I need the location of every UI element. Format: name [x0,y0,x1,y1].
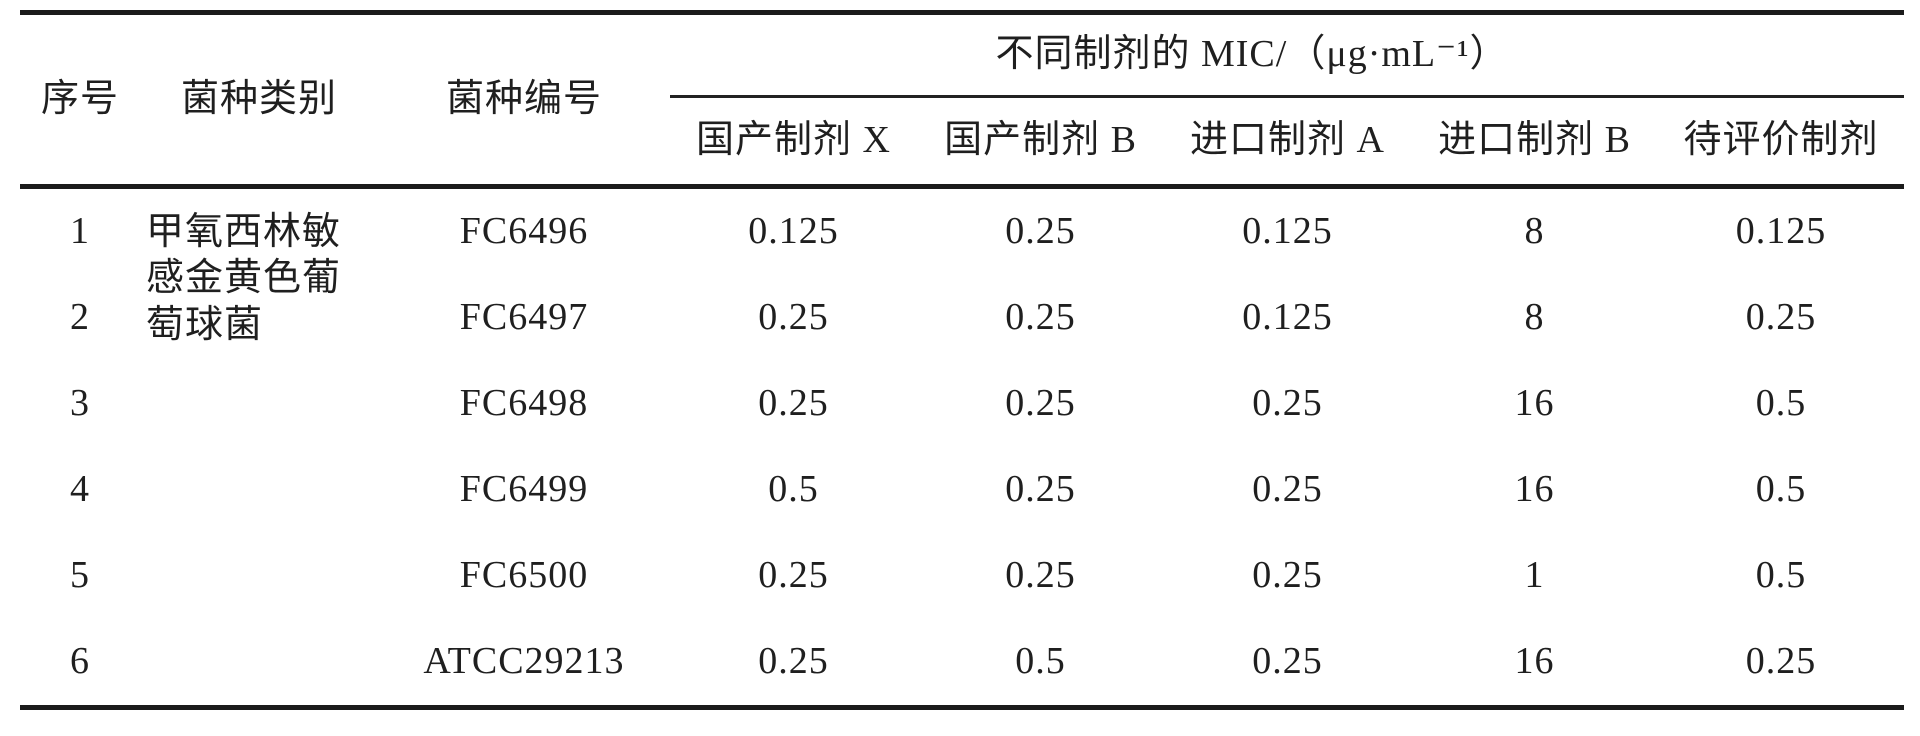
mic-value-cell: 16 [1514,640,1555,683]
row-number: 5 [70,554,90,597]
mic-value-cell: 0.125 [1242,210,1333,253]
mic-value-cell: 0.25 [758,296,829,339]
mic-value-cell: 0.25 [1252,554,1323,597]
mic-value-cell: 0.25 [1252,468,1323,511]
table-row: 1 甲氧西林敏感金黄色葡萄球菌 FC6496 0.125 0.25 0.125 … [20,187,1904,346]
mic-value-cell: 0.25 [1005,468,1076,511]
mic-value-cell: 16 [1514,382,1555,425]
mic-value-cell: 0.5 [1015,640,1066,683]
mic-value-cell: 0.125 [748,210,839,253]
table-row: 2 FC6497 0.25 0.25 0.125 8 0.25 [20,275,1904,361]
mic-value-cell: 0.25 [758,554,829,597]
table-row: 5 FC6500 0.25 0.25 0.25 1 0.5 [20,533,1904,619]
mic-value-cell: 0.125 [1242,296,1333,339]
header-domestic-preparation-x: 国产制剂 X [696,119,891,162]
table-row: 3 FC6498 0.25 0.25 0.25 16 0.5 [20,361,1904,447]
header-preparation-under-evaluation: 待评价制剂 [1683,119,1879,162]
strain-id-cell: FC6496 [459,210,589,253]
mic-value-cell: 0.25 [758,382,829,425]
header-imported-preparation-b: 进口制剂 B [1438,119,1631,162]
row-number: 2 [70,296,90,339]
strain-id-cell: FC6498 [459,382,589,425]
strain-id-cell: FC6497 [459,296,589,339]
mic-value-cell: 0.25 [1005,382,1076,425]
strain-id-cell: ATCC29213 [423,640,625,683]
row-number: 3 [70,382,90,425]
row-number: 4 [70,468,90,511]
mic-value-cell: 0.25 [1005,210,1076,253]
mic-value-cell: 0.25 [1745,296,1817,339]
mic-value-cell: 0.5 [768,468,819,511]
mic-value-cell: 1 [1524,554,1545,597]
mic-value-cell: 8 [1524,296,1545,339]
header-mic-group-title: 不同制剂的 MIC/（μg·mL⁻¹） [670,12,1905,98]
strain-id-cell: FC6499 [459,468,589,511]
table-row: 6 ATCC29213 0.25 0.5 0.25 16 0.25 [20,619,1904,708]
mic-value-cell: 0.25 [1745,640,1817,683]
table-row: 4 FC6499 0.5 0.25 0.25 16 0.5 [20,447,1904,533]
mic-value-cell: 16 [1514,468,1555,511]
row-number: 6 [70,640,90,683]
header-serial-number: 序号 [40,77,119,120]
strain-category-cell: 甲氧西林敏感金黄色葡萄球菌 [146,211,342,346]
mic-value-cell: 0.25 [1252,640,1323,683]
mic-value-cell: 0.25 [758,640,829,683]
strain-id-cell: FC6500 [459,554,589,597]
header-strain-id: 菌种编号 [445,77,602,120]
mic-value-cell: 0.25 [1252,382,1323,425]
mic-value-cell: 0.5 [1755,382,1807,425]
mic-value-cell: 0.125 [1735,210,1827,253]
mic-value-cell: 0.5 [1755,554,1807,597]
mic-value-cell: 0.5 [1755,468,1807,511]
header-imported-preparation-a: 进口制剂 A [1190,119,1385,162]
header-domestic-preparation-b: 国产制剂 B [944,119,1137,162]
header-row-preparations: 国产制剂 X 国产制剂 B 进口制剂 A 进口制剂 B 待评价制剂 [20,97,1904,187]
mic-value-cell: 0.25 [1005,554,1076,597]
header-row-group: 序号 菌种类别 菌种编号 不同制剂的 MIC/（μg·mL⁻¹） [20,12,1905,120]
header-strain-category: 菌种类别 [180,77,337,120]
mic-value-cell: 8 [1524,210,1545,253]
mic-value-cell: 0.25 [1005,296,1076,339]
row-number: 1 [70,210,90,253]
mic-results-table: 序号 菌种类别 菌种编号 不同制剂的 MIC/（μg·mL⁻¹） 国产制剂 X … [20,10,1905,710]
